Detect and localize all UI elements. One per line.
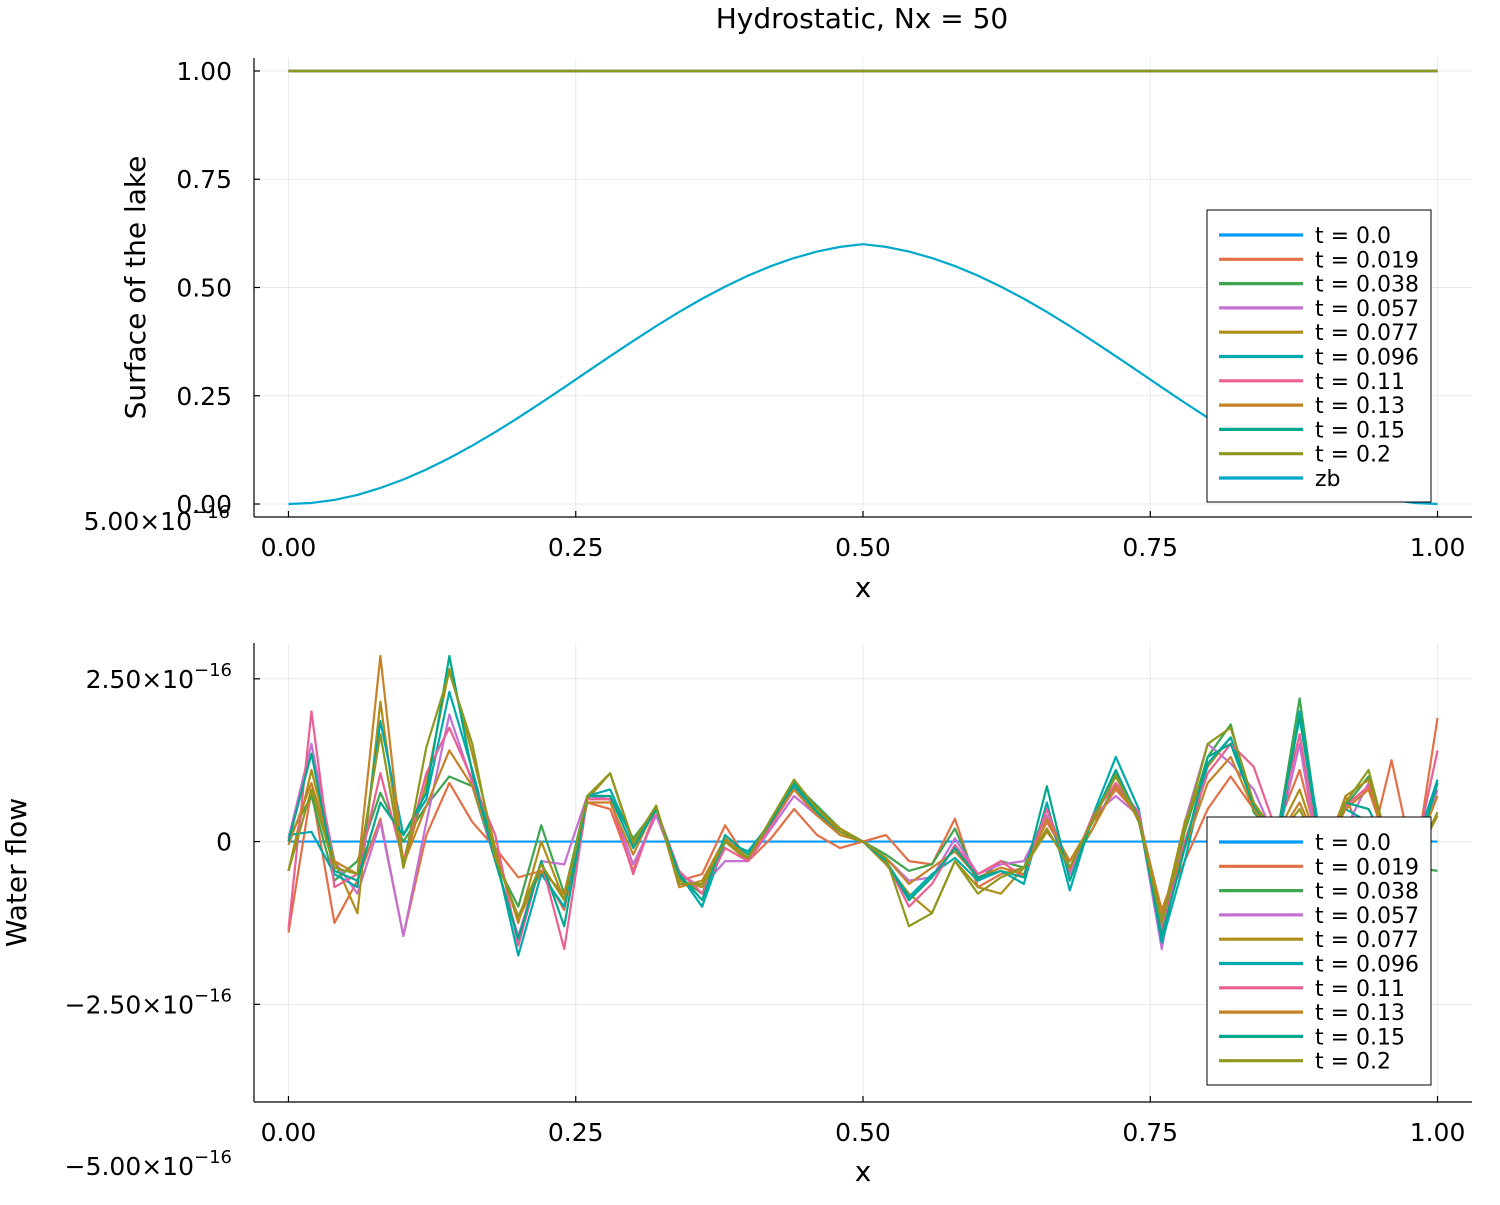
legend-label: t = 0.077 [1315,321,1419,346]
legend-label: t = 0.15 [1315,1025,1405,1050]
x-tick-label: 0.50 [835,1118,891,1147]
bottom-panel: 0.00 0.25 0.50 0.75 1.00 2.50×10−16 0 −2.50×10−… [0,643,1472,1188]
legend-label: t = 0.038 [1315,880,1419,905]
y-tick-label: 0.50 [176,274,232,303]
top-panel: 0.00 0.25 0.50 0.75 1.00 0.00 0.25 0.50 0.75 1.00… [84,57,1472,604]
x-tick-label: 0.00 [261,533,317,562]
legend-label: t = 0.077 [1315,928,1419,953]
x-tick-label: 0.50 [835,533,891,562]
legend-box [1206,816,1432,1086]
series-line [287,671,1439,928]
y-axis-label: Water flow [0,798,33,947]
legend-label: t = 0.13 [1315,1001,1405,1026]
legend-label: t = 0.11 [1315,370,1405,395]
x-tick-label: 0.25 [548,1118,604,1147]
y-tick-label: 0.75 [176,165,232,194]
legend-label: t = 0.11 [1315,977,1405,1002]
legend-label: t = 0.019 [1315,855,1419,880]
y-tick-label: 0.25 [176,382,232,411]
y-tick-label: 1.00 [176,57,232,86]
y-tick-label-extra: 5.00×10−16 [84,502,230,536]
legend-label: t = 0.2 [1315,443,1391,468]
legend-label: t = 0.15 [1315,418,1405,443]
x-tick-label: 0.25 [548,533,604,562]
x-axis-label: x [855,1155,872,1188]
legend-label: t = 0.038 [1315,273,1419,298]
legend-label: zb [1315,467,1341,492]
y-tick-label-extra: −5.00×10−16 [65,1147,232,1181]
x-tick-label: 0.75 [1122,533,1178,562]
legend-label: t = 0.057 [1315,904,1419,929]
chart-title: Hydrostatic, Nx = 50 [716,2,1009,35]
x-tick-label: 1.00 [1410,533,1466,562]
x-tick-label: 1.00 [1410,1118,1466,1147]
legend-label: t = 0.0 [1315,224,1391,249]
x-axis-label: x [855,571,872,604]
y-tick-label: −2.50×10−16 [65,985,232,1019]
y-tick-label: 0.00 [176,490,232,519]
legend-label: t = 0.096 [1315,346,1419,371]
x-tick-label: 0.75 [1122,1118,1178,1147]
x-tick-label: 0.00 [261,1118,317,1147]
legend-label: t = 0.096 [1315,953,1419,978]
y-tick-label: 0 [216,828,232,857]
legend-label: t = 0.13 [1315,394,1405,419]
y-axis-label: Surface of the lake [119,156,152,420]
legend-label: t = 0.019 [1315,248,1419,273]
y-tick-label: 2.50×10−16 [86,660,232,694]
legend-label: t = 0.2 [1315,1050,1391,1075]
legend-label: t = 0.057 [1315,297,1419,322]
legend-label: t = 0.0 [1315,831,1391,856]
